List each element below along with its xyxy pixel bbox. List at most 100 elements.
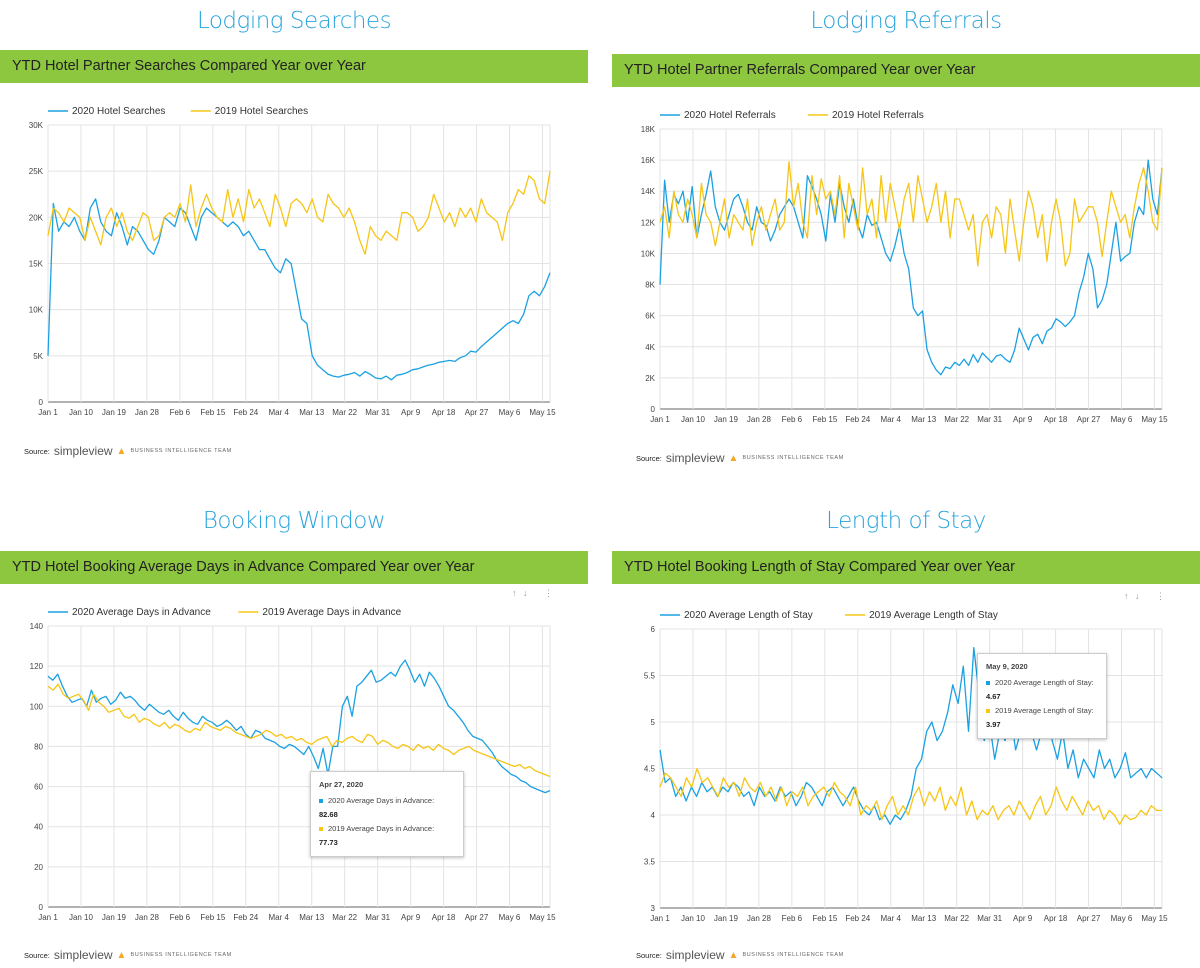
tooltip-label-2020: 2020 Average Days in Advance: [328, 796, 435, 805]
x-tick-label: Feb 15 [812, 415, 837, 424]
x-tick-label: Feb 6 [782, 914, 803, 923]
x-tick-label: Jan 1 [650, 415, 670, 424]
x-tick-label: Mar 4 [881, 914, 902, 923]
panel-title-bar: YTD Hotel Booking Length of Stay Compare… [612, 551, 1200, 584]
more-options-icon[interactable]: ⋮ [544, 588, 554, 598]
y-tick-label: 5K [33, 352, 43, 361]
x-tick-label: Feb 15 [812, 914, 837, 923]
x-tick-label: Apr 9 [1013, 415, 1033, 424]
x-tick-label: Jan 19 [714, 415, 739, 424]
sort-ascending-icon[interactable]: ↑ [1124, 591, 1129, 601]
x-tick-label: Mar 4 [269, 913, 290, 922]
y-tick-label: 5.5 [644, 672, 656, 681]
y-tick-label: 3.5 [644, 858, 656, 867]
y-tick-label: 20K [29, 213, 44, 222]
x-tick-label: Feb 6 [170, 408, 191, 417]
y-tick-label: 10K [29, 306, 44, 315]
x-tick-label: Mar 31 [365, 913, 390, 922]
x-tick-label: Jan 28 [135, 913, 160, 922]
x-tick-label: Jan 1 [650, 914, 670, 923]
source-footer: Source: simpleview ▲ BUSINESS INTELLIGEN… [24, 948, 232, 962]
days-in-advance-chart: 0 20 40 60 80 100 120 140 Jan 1 Jan 10 Jan 19 Jan 2… [30, 607, 556, 922]
panel-title-bar: YTD Hotel Partner Referrals Compared Yea… [612, 54, 1200, 87]
y-tick-label: 12K [641, 218, 656, 227]
tooltip-value-2020: 82.68 [319, 810, 338, 819]
source-label: Source: [24, 446, 50, 456]
sort-ascending-icon[interactable]: ↑ [512, 588, 517, 598]
chart-controls: ↑ ↓ ⋮ [512, 588, 553, 599]
y-tick-label: 6K [645, 312, 655, 321]
panel-heading: Lodging Searches [196, 8, 392, 34]
brand-subtitle: BUSINESS INTELLIGENCE TEAM [130, 448, 232, 454]
x-tick-label: Mar 13 [911, 914, 936, 923]
y-tick-label: 5 [651, 718, 656, 727]
legend-entry: 2020 Average Length of Stay [684, 610, 813, 621]
panel-heading: Length of Stay [826, 508, 986, 534]
x-tick-label: Apr 27 [1077, 415, 1101, 424]
x-tick-label: Mar 31 [977, 415, 1002, 424]
tooltip-row-2020: 2020 Average Length of Stay: 4.67 [986, 676, 1098, 704]
y-tick-label: 100 [30, 702, 44, 711]
legend-entry: 2019 Average Days in Advance [262, 607, 401, 618]
tooltip-value-2019: 77.73 [319, 838, 338, 847]
x-tick-label: Mar 22 [944, 415, 969, 424]
panel-heading: Lodging Referrals [810, 8, 1002, 34]
sort-descending-icon[interactable]: ↓ [523, 588, 528, 598]
searches-chart: 0 5K 10K 15K 20K 25K 30K Jan 1 Jan 10 Jan 19 Jan 2… [29, 106, 556, 417]
x-tick-label: Mar 13 [299, 913, 324, 922]
brand-mark-icon: ▲ [728, 949, 739, 961]
x-tick-label: Mar 22 [332, 913, 357, 922]
referrals-chart: 0 2K 4K 6K 8K 10K 12K 14K 16K 18K Jan 1 Jan 10 Jan 1… [641, 110, 1168, 424]
source-label: Source: [636, 950, 662, 960]
series-line-2019 [659, 767, 1162, 825]
sort-descending-icon[interactable]: ↓ [1135, 591, 1140, 601]
x-tick-label: Jan 19 [102, 408, 127, 417]
series-line-2019 [659, 161, 1163, 267]
tooltip-label-2019: 2019 Average Length of Stay: [995, 706, 1094, 715]
x-tick-label: Feb 24 [233, 408, 258, 417]
y-tick-label: 2K [645, 374, 655, 383]
brand-mark-icon: ▲ [728, 452, 739, 464]
chart-tooltip: May 9, 2020 2020 Average Length of Stay:… [977, 653, 1107, 739]
x-tick-label: Feb 6 [170, 913, 191, 922]
y-tick-label: 60 [34, 783, 43, 792]
x-tick-label: Jan 28 [747, 914, 772, 923]
x-tick-label: Jan 10 [681, 914, 706, 923]
length-of-stay-chart: 3 3.5 4 4.5 5 5.5 6 Jan 1 Jan 10 Jan 19 Jan 28 Feb … [644, 610, 1168, 923]
x-tick-label: Apr 9 [401, 408, 421, 417]
x-tick-label: Jan 1 [38, 408, 58, 417]
series-line-2020 [659, 159, 1163, 376]
series-line-2020 [47, 198, 551, 381]
x-tick-label: Jan 1 [38, 913, 58, 922]
y-tick-label: 120 [30, 662, 44, 671]
tooltip-row-2019: 2019 Average Length of Stay: 3.97 [986, 704, 1098, 732]
x-tick-label: Apr 9 [401, 913, 421, 922]
brand-logo: simpleview [53, 444, 113, 458]
source-label: Source: [24, 950, 50, 960]
panel-lodging-searches: Lodging Searches YTD Hotel Partner Searc… [0, 0, 588, 480]
more-options-icon[interactable]: ⋮ [1156, 591, 1166, 601]
x-tick-label: Apr 18 [432, 408, 456, 417]
tooltip-date: May 9, 2020 [986, 662, 1028, 671]
x-tick-label: May 15 [1141, 914, 1168, 923]
y-tick-label: 0 [651, 405, 656, 414]
legend-entry: 2020 Hotel Referrals [684, 110, 776, 121]
series-line-2019 [47, 683, 551, 778]
tooltip-label-2020: 2020 Average Length of Stay: [995, 678, 1094, 687]
series-line-2020 [659, 646, 1163, 825]
x-tick-label: Mar 13 [299, 408, 324, 417]
y-tick-label: 140 [30, 622, 44, 631]
panel-heading: Booking Window [202, 508, 386, 534]
legend-entry: 2019 Hotel Referrals [832, 110, 924, 121]
y-tick-label: 80 [34, 742, 43, 751]
x-tick-label: Feb 24 [845, 415, 870, 424]
brand-mark-icon: ▲ [116, 949, 127, 961]
legend-entry: 2019 Average Length of Stay [869, 610, 998, 621]
y-tick-label: 8K [645, 281, 655, 290]
x-tick-label: May 15 [529, 408, 556, 417]
brand-mark-icon: ▲ [116, 445, 127, 457]
x-tick-label: Mar 4 [269, 408, 290, 417]
x-tick-label: Mar 31 [365, 408, 390, 417]
y-tick-label: 20 [34, 863, 43, 872]
x-tick-label: May 15 [529, 913, 556, 922]
